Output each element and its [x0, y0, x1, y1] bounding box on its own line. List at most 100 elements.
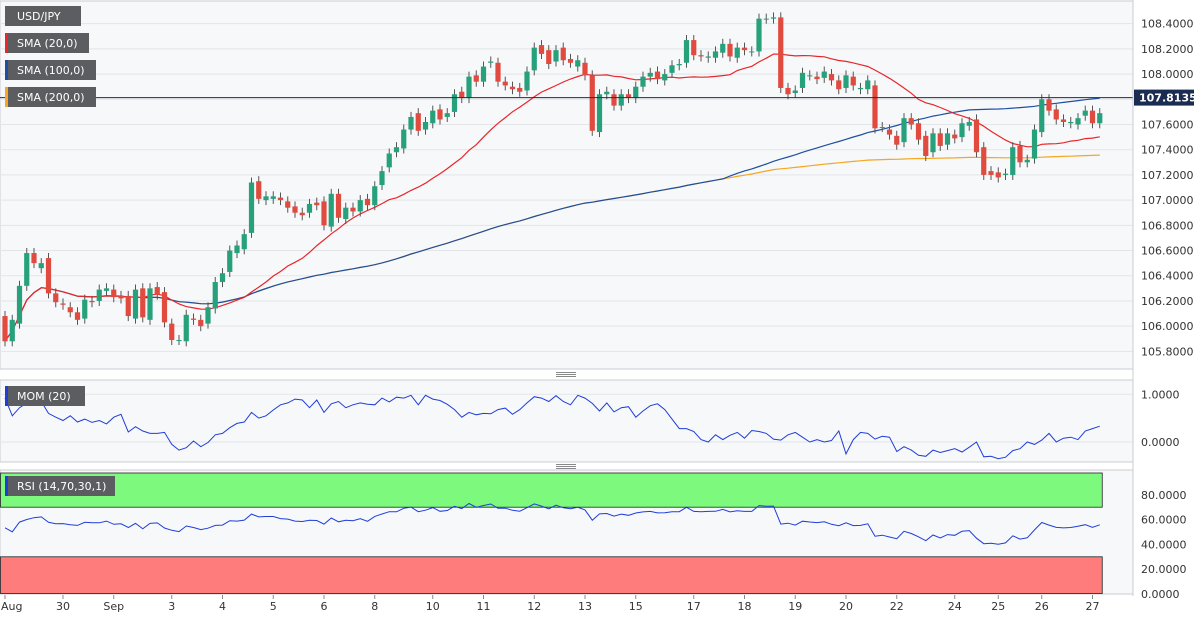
candle-body	[908, 118, 914, 125]
x-tick-label: 27	[1086, 600, 1100, 613]
x-tick-label: 25	[991, 600, 1005, 613]
candle-body	[886, 129, 893, 135]
candle	[843, 70, 849, 93]
candle	[451, 89, 458, 117]
candle-body	[205, 307, 211, 324]
x-tick-label: Sep	[103, 600, 124, 613]
candle	[531, 42, 537, 76]
candle-body	[488, 61, 494, 63]
candle-body	[611, 94, 617, 106]
candle	[575, 55, 581, 72]
candle-body	[466, 76, 472, 99]
candle-body	[807, 75, 813, 77]
candle-body	[749, 51, 755, 53]
legend-label: SMA (100,0)	[17, 64, 85, 77]
candle	[270, 191, 276, 204]
candle	[96, 284, 102, 306]
candle	[430, 105, 436, 129]
candle-body	[1046, 99, 1052, 111]
candle	[321, 196, 327, 231]
candle-body	[415, 113, 421, 131]
candle	[234, 240, 240, 259]
candle-body	[364, 198, 371, 206]
legend-sma-100[interactable]: SMA (100,0)	[5, 60, 96, 80]
candle-body	[357, 200, 363, 212]
candle	[350, 202, 356, 217]
candle-body	[190, 318, 197, 320]
candle-body	[756, 18, 762, 52]
candle-body	[328, 193, 334, 227]
candle-body	[1031, 129, 1038, 159]
candle-body	[973, 119, 980, 153]
x-tick-label: 15	[629, 600, 643, 613]
candle-body	[444, 113, 450, 117]
candle	[1039, 94, 1045, 138]
legend-sma-200[interactable]: SMA (200,0)	[5, 87, 96, 107]
candle	[633, 81, 639, 104]
candle-body	[654, 71, 661, 80]
legend-label: SMA (200,0)	[17, 91, 85, 104]
panel-splitter-2[interactable]	[556, 464, 576, 469]
x-tick-label: 5	[270, 600, 277, 613]
x-tick-label: 20	[839, 600, 853, 613]
candle	[814, 71, 820, 85]
candle-body	[618, 94, 624, 106]
candle	[1097, 108, 1103, 129]
legend-color-stripe	[5, 476, 8, 496]
candle-body	[270, 196, 276, 199]
candle	[944, 128, 951, 150]
x-tick-label: 8	[371, 600, 378, 613]
legend-sma-20[interactable]: SMA (20,0)	[5, 33, 89, 53]
price-tick-label: 106.2000	[1141, 295, 1194, 308]
candlestick-series	[2, 12, 1103, 347]
candle-body	[546, 50, 552, 65]
candle	[821, 66, 827, 83]
candle	[995, 167, 1001, 183]
candle-body	[132, 289, 139, 319]
candle-body	[930, 133, 936, 153]
candle-body	[183, 314, 189, 342]
candle-body	[379, 171, 385, 185]
candle	[169, 318, 175, 346]
candle	[785, 82, 791, 100]
rsi-tick-label: 40.0000	[1141, 538, 1187, 551]
candle-body	[734, 47, 740, 58]
price-gridlines	[0, 23, 1133, 352]
legend-rsi[interactable]: RSI (14,70,30,1)	[5, 476, 115, 496]
panel-splitter-1[interactable]	[556, 372, 576, 377]
candle	[89, 295, 95, 308]
candle-body	[901, 118, 907, 143]
rsi-tick-label: 20.0000	[1141, 563, 1187, 576]
x-tick-label: 13	[578, 600, 592, 613]
candle-body	[517, 87, 523, 92]
candle-body	[944, 133, 951, 145]
candle	[966, 116, 972, 131]
candle	[712, 46, 719, 63]
candle-body	[821, 71, 827, 78]
candle	[720, 38, 726, 58]
rsi-tick-label: 60.0000	[1141, 514, 1187, 527]
candle-body	[1053, 109, 1059, 120]
candle-body	[495, 62, 501, 82]
x-tick-label: 6	[321, 600, 328, 613]
candle	[538, 40, 545, 59]
candle	[45, 253, 52, 299]
candle	[299, 207, 305, 221]
candle-body	[1017, 145, 1023, 163]
candle-body	[53, 293, 59, 303]
legend-usdjpy[interactable]: USD/JPY	[5, 6, 81, 26]
candle-body	[401, 129, 407, 149]
candle-body	[799, 72, 806, 88]
candle-body	[524, 71, 530, 91]
legend-momentum[interactable]: MOM (20)	[5, 386, 85, 406]
candle-body	[676, 64, 682, 66]
x-tick-label: 17	[687, 600, 701, 613]
candle-body	[45, 258, 52, 294]
candle	[408, 111, 414, 135]
candle	[422, 116, 429, 135]
candle-body	[241, 234, 247, 250]
candle	[1060, 114, 1067, 128]
candle-body	[633, 86, 639, 99]
